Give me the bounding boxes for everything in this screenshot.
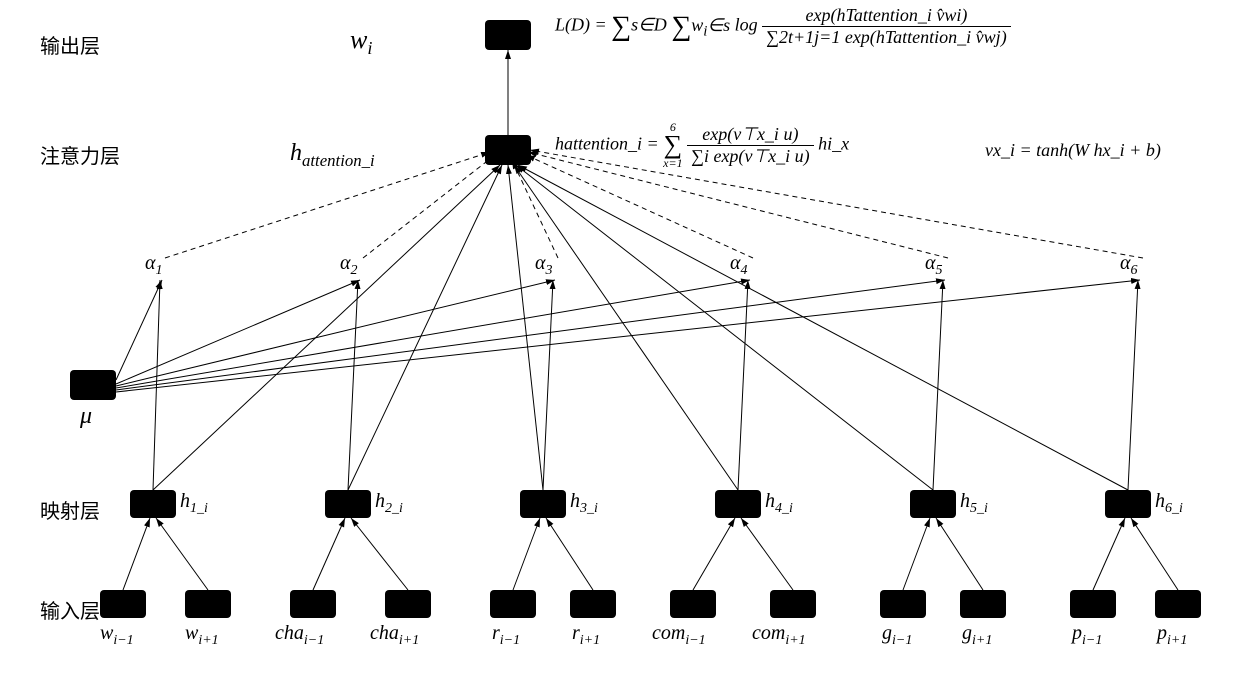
alpha-2: α2 [340, 252, 358, 279]
input-node-1 [100, 590, 146, 618]
output-formula: L(D) = ∑s∈D ∑wi∈s log exp(hTattention_i … [555, 5, 1135, 48]
mapping-node-1 [130, 490, 176, 518]
input-node-9 [880, 590, 926, 618]
mu-label: μ [80, 403, 92, 430]
mapping-label-3: h3_i [570, 490, 598, 517]
mapping-label-2: h2_i [375, 490, 403, 517]
input-node-7 [670, 590, 716, 618]
input-label-2: wi+1 [185, 622, 219, 649]
input-label-6: ri+1 [572, 622, 600, 649]
mapping-label-5: h5_i [960, 490, 988, 517]
input-node-4 [385, 590, 431, 618]
mapping-node-5 [910, 490, 956, 518]
input-node-12 [1155, 590, 1201, 618]
mapping-node-4 [715, 490, 761, 518]
mapping-label-1: h1_i [180, 490, 208, 517]
mapping-label-6: h6_i [1155, 490, 1183, 517]
mu-node-box [70, 370, 116, 400]
alpha-1: α1 [145, 252, 163, 279]
attention-h-label: hattention_i [290, 140, 375, 171]
alpha-4: α4 [730, 252, 748, 279]
alpha-6: α6 [1120, 252, 1138, 279]
mapping-label-4: h4_i [765, 490, 793, 517]
input-label-3: chai−1 [275, 622, 324, 649]
mapping-node-2 [325, 490, 371, 518]
input-node-6 [570, 590, 616, 618]
attention-formula-1: hattention_i = 6 ∑ x=1 exp(v⊤x_i u) ∑i e… [555, 120, 985, 171]
mapping-node-6 [1105, 490, 1151, 518]
input-node-11 [1070, 590, 1116, 618]
input-node-3 [290, 590, 336, 618]
input-node-10 [960, 590, 1006, 618]
alpha-3: α3 [535, 252, 553, 279]
alpha-5: α5 [925, 252, 943, 279]
input-label-10: gi+1 [962, 622, 992, 649]
output-w-label: wi [350, 25, 372, 59]
input-label-12: pi+1 [1157, 622, 1187, 649]
layer-label-input: 输入层 [40, 595, 100, 624]
input-node-5 [490, 590, 536, 618]
input-label-8: comi+1 [752, 622, 806, 649]
attention-node-box [485, 135, 531, 165]
input-node-8 [770, 590, 816, 618]
layer-label-output: 输出层 [40, 30, 100, 59]
mapping-node-3 [520, 490, 566, 518]
input-label-9: gi−1 [882, 622, 912, 649]
input-label-4: chai+1 [370, 622, 419, 649]
output-node-box [485, 20, 531, 50]
input-label-1: wi−1 [100, 622, 134, 649]
attention-formula-2: vx_i = tanh(W hx_i + b) [985, 140, 1161, 161]
layer-label-attention: 注意力层 [40, 140, 120, 169]
input-label-7: comi−1 [652, 622, 706, 649]
edges-svg [0, 0, 1240, 677]
layer-label-mapping: 映射层 [40, 495, 100, 524]
input-node-2 [185, 590, 231, 618]
input-label-11: pi−1 [1072, 622, 1102, 649]
input-label-5: ri−1 [492, 622, 520, 649]
